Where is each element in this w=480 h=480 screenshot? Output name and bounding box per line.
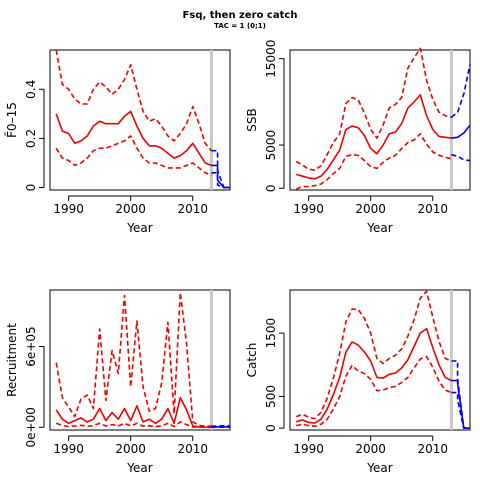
catch-series-proj-upper (451, 360, 470, 429)
ssb-y-tick-label: 5000 (264, 130, 278, 161)
fbar-y-tick-label: 0.2 (24, 129, 38, 148)
catch-x-tick-label: 2000 (355, 442, 386, 456)
recruitment-x-tick-label: 1990 (53, 442, 84, 456)
panel-ssb: 1990 2000 2010 0 5000 15000 Year SSB (245, 40, 471, 235)
ssb-series-proj-upper (450, 64, 471, 119)
fbar-series-proj-median (211, 164, 230, 189)
ssb-x-tick-label: 2010 (417, 202, 448, 216)
ssb-x-tick-label: 1990 (293, 202, 324, 216)
fbar-x-tick-label: 2010 (177, 202, 208, 216)
recruitment-series-median (55, 396, 212, 428)
catch-series-lower (296, 355, 452, 428)
catch-series-median (295, 327, 452, 424)
catch-y-axis-title: Catch (245, 343, 259, 378)
catch-series-proj-median (451, 379, 470, 429)
fbar-series-upper (55, 49, 213, 152)
catch-x-axis-title: Year (366, 461, 392, 475)
catch-y-tick-label: 1500 (264, 318, 278, 349)
catch-y-tick-label: 500 (264, 385, 278, 408)
fbar-x-tick-label: 1990 (53, 202, 84, 216)
ssb-series-upper (295, 47, 452, 171)
panel-fbar: 1990 2000 2010 0 0.2 0.4 Year F̄0–15 (5, 49, 231, 235)
catch-y-tick-label: 0 (264, 424, 278, 432)
fbar-y-tick-label: 0.4 (24, 80, 38, 99)
chart-title: Fsq, then zero catch (182, 10, 298, 21)
ssb-series-median (295, 94, 452, 180)
fbar-x-axis-title: Year (126, 221, 152, 235)
ssb-y-axis-title: SSB (245, 108, 259, 131)
catch-x-tick-label: 1990 (293, 442, 324, 456)
ssb-series-lower (295, 133, 452, 190)
recruitment-y-axis-title: Recruitment (5, 323, 19, 397)
catch-plot-frame (289, 289, 471, 431)
recruitment-x-tick-label: 2000 (115, 442, 146, 456)
recruitment-x-axis-title: Year (126, 461, 152, 475)
fbar-series-lower (55, 135, 212, 177)
recruitment-y-tick-label: 6e+05 (24, 326, 38, 366)
recruitment-series-proj-upper (211, 424, 230, 427)
catch-series-proj-lower (451, 391, 470, 429)
catch-x-tick-label: 2010 (417, 442, 448, 456)
fbar-series-proj-upper (211, 149, 230, 189)
fbar-x-tick-label: 2000 (115, 202, 146, 216)
ssb-x-axis-title: Year (366, 221, 392, 235)
panel-catch: 1990 2000 2010 0 500 1500 Year Catch (245, 289, 471, 475)
recruitment-x-tick-label: 2010 (177, 442, 208, 456)
ssb-x-tick-label: 2000 (355, 202, 386, 216)
fbar-series-median (55, 110, 212, 167)
panel-recruitment: 1990 2000 2010 0e+00 6e+05 Year Recruitment (5, 289, 231, 475)
ssb-y-tick-label: 15000 (264, 40, 278, 78)
recruitment-series-lower (55, 421, 212, 429)
recruitment-series-upper (55, 291, 212, 428)
catch-series-upper (295, 290, 452, 420)
fbar-y-axis-title: F̄0–15 (5, 102, 19, 138)
recruitment-y-tick-label: 0e+00 (24, 407, 38, 447)
fbar-plot-frame (49, 49, 231, 191)
chart-subtitle: TAC = 1 (0;1) (214, 22, 266, 30)
ssb-plot-frame (289, 49, 471, 191)
fbar-y-tick-label: 0 (24, 184, 38, 192)
ssb-series-proj-median (451, 124, 471, 139)
ssb-series-proj-lower (451, 153, 471, 162)
ssb-y-tick-label: 0 (264, 184, 278, 192)
recruitment-plot-frame (49, 289, 231, 431)
fbar-series-proj-lower (211, 172, 230, 189)
